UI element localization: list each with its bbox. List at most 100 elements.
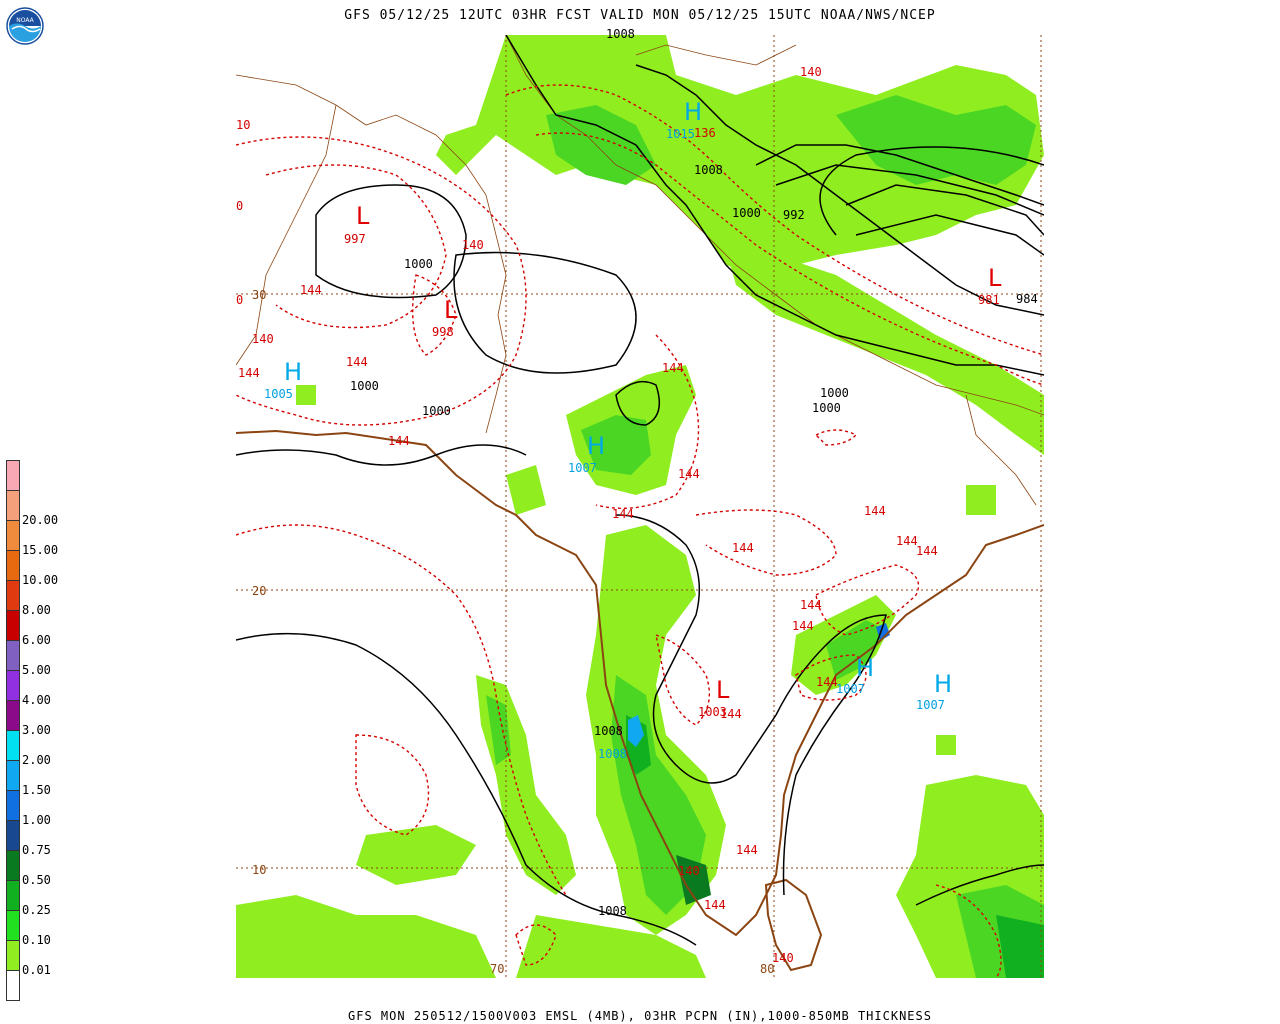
high-center-value: 1007 [836,682,865,696]
high-center: H [934,670,953,698]
legend-label: 8.00 [22,603,51,617]
legend-label: 10.00 [22,573,59,587]
thickness-label: 144 [916,544,938,558]
legend-label: 0.01 [22,963,51,977]
precip-area [506,465,546,515]
low-center: L [988,264,1002,292]
precip-area [966,485,996,515]
legend-label: 15.00 [22,543,59,557]
precip-area [716,215,1044,455]
precip-area [436,35,1044,275]
precip-area [486,695,511,765]
high-center-value: 1015 [666,127,695,141]
isobar-label: 1008 [694,163,723,177]
legend-swatch [6,550,20,580]
legend-label: 0.25 [22,903,51,917]
isobar-label: 1000 [422,404,451,418]
weather-map [236,35,1044,978]
high-center: H [684,98,703,126]
precip-area [628,715,644,747]
precip-area [836,95,1036,185]
legend-swatch [6,910,20,940]
high-center-value: 1007 [916,698,945,712]
thickness-label: 144 [736,843,758,857]
legend-swatch [6,520,20,550]
precip-area [356,825,476,885]
isobar-label: 1000 [732,206,761,220]
thickness-contours [236,84,1044,978]
thickness-label: 10 [236,118,251,132]
low-center: L [356,202,370,230]
map-canvas [236,35,1044,978]
legend-label: 0.50 [22,873,51,887]
thickness-label: 144 [704,898,726,912]
thickness-label: 144 [388,434,410,448]
legend-label: 3.00 [22,723,51,737]
high-center: H [856,654,875,682]
isobar-label: 984 [1016,292,1038,306]
noaa-logo-icon: NOAA [6,7,44,45]
precip-area [936,735,956,755]
thickness-label: 144 [300,283,322,297]
legend-swatch [6,700,20,730]
legend-label: 6.00 [22,633,51,647]
thickness-label: 140 [678,864,700,878]
lon-label-70: 70 [490,962,505,976]
thickness-label: 136 [694,126,716,140]
legend-swatch [6,760,20,790]
thickness-label: 140 [772,951,794,965]
high-center: H [284,358,303,386]
precip-area [546,105,656,185]
low-center-value: 981 [978,293,1000,307]
thickness-label: 144 [732,541,754,555]
precip-area [581,415,651,475]
isobars [236,35,1044,946]
thickness-label: 144 [346,355,368,369]
low-center-value: 998 [432,325,454,339]
high-center-value: 1008 [598,747,627,761]
lon-label-80: 80 [760,962,775,976]
legend-label: 4.00 [22,693,51,707]
thickness-label: 144 [816,675,838,689]
thickness-label: 140 [462,238,484,252]
thickness-label: 144 [896,534,918,548]
legend-label: 0.75 [22,843,51,857]
legend-swatch [6,670,20,700]
precip-area [996,915,1044,978]
legend-swatch [6,970,20,1001]
precip-legend [6,460,20,1001]
legend-swatch [6,850,20,880]
precip-area [826,620,886,680]
legend-swatch [6,940,20,970]
precip-area [236,895,496,978]
legend-swatch [6,460,20,490]
legend-label: 1.00 [22,813,51,827]
legend-swatch [6,820,20,850]
legend-swatch [6,580,20,610]
high-center-value: 1005 [264,387,293,401]
low-center-value: 1003 [698,705,727,719]
legend-swatch [6,640,20,670]
lat-label-10: 10 [252,863,267,877]
thickness-label: 144 [864,504,886,518]
legend-label: 1.50 [22,783,51,797]
isobar-label: 1000 [404,257,433,271]
legend-label: 2.00 [22,753,51,767]
precip-area [296,385,316,405]
isobar-label: 1000 [350,379,379,393]
isobar-label: 1008 [606,27,635,41]
low-center-value: 997 [344,232,366,246]
legend-swatch [6,790,20,820]
low-center: L [716,676,730,704]
thickness-label: 140 [800,65,822,79]
legend-label: 5.00 [22,663,51,677]
map-title: GFS 05/12/25 12UTC 03HR FCST VALID MON 0… [344,8,936,23]
high-center: H [587,432,606,460]
legend-swatch [6,610,20,640]
thickness-label: 140 [252,332,274,346]
thickness-label: 144 [678,467,700,481]
isobar-label: 992 [783,208,805,222]
legend-swatch [6,490,20,520]
isobar-label: 1000 [820,386,849,400]
thickness-label: 0 [236,293,244,307]
